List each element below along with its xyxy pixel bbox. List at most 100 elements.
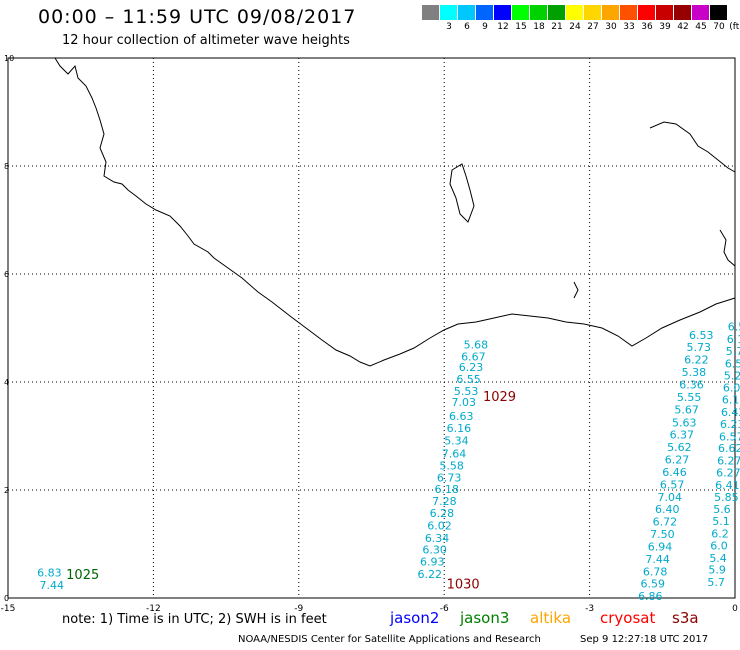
scale-swatch [458,5,475,20]
x-tick-label: 0 [732,604,738,614]
wave-height-value: 6.15 [722,394,740,407]
wave-height-value: 6.57 [660,478,685,491]
wave-height-value: 5.53 [454,385,479,398]
wave-height-value: 6.23 [459,361,484,374]
legend-cryosat: cryosat [600,609,656,627]
scale-swatch [566,5,583,20]
scale-label: 6 [464,22,470,32]
scale-swatch [548,5,565,20]
wave-height-value: 6.22 [418,568,443,581]
wave-height-value: 5.4 [709,552,727,565]
wave-height-value: 6.36 [679,378,704,391]
wave-height-value: 6.37 [670,429,695,442]
wave-height-value: 5.55 [677,391,702,404]
y-tick-label: 4 [4,378,9,387]
wave-height-value: 5.34 [444,435,469,448]
wave-height-value: 5.63 [672,416,697,429]
wave-height-value: 6.67 [461,350,486,363]
wave-height-value: 6.2 [711,528,729,541]
wave-height-value: 6.27 [717,455,740,468]
scale-label: 39 [659,22,671,32]
y-tick-label: 2 [4,486,9,495]
scale-label: 12 [497,22,509,32]
island-outline [449,163,475,223]
wave-height-value: 5.6 [713,503,731,516]
wave-height-value: 6.73 [437,471,462,484]
x-tick-label: -9 [294,604,303,614]
scale-swatch [656,5,673,20]
wave-height-value: 6.72 [653,516,678,529]
x-tick-label: -6 [440,604,449,614]
pressure-label: 1029 [483,390,516,405]
wave-height-value: 6.0 [710,539,728,552]
scale-swatch [620,5,637,20]
scale-swatch [638,5,655,20]
scale-label: 36 [641,22,653,32]
wave-height-value: 6.16 [447,422,472,435]
y-tick-label: 6 [4,270,9,279]
wave-height-value: 7.50 [650,528,675,541]
scale-label: 9 [482,22,488,32]
wave-height-value: 6.30 [422,544,447,557]
wave-height-value: 7.64 [442,448,467,461]
wave-height-value: 6.18 [435,483,460,496]
scale-label: 21 [551,22,563,32]
scale-swatch [440,5,457,20]
legend-altika: altika [530,609,572,627]
scale-label: 3 [446,22,452,32]
wave-height-value: 6.62 [718,442,740,455]
scale-swatch [584,5,601,20]
map-frame [7,57,736,599]
wave-height-value: 5.58 [439,459,464,472]
wave-height-value: 6.02 [427,519,452,532]
wave-height-value: 6.46 [662,466,687,479]
scale-swatch [530,5,547,20]
scale-label: 24 [569,22,581,32]
wave-height-value: 6.22 [684,354,709,367]
y-tick-label: 8 [4,162,9,171]
wave-height-value: 6.40 [655,503,680,516]
wave-height-value: 6.83 [37,566,62,579]
legend-s3a: s3a [672,609,699,627]
scale-label: 18 [533,22,545,32]
wave-height-value: 6.09 [723,382,740,395]
wave-height-value: 6.78 [643,565,668,578]
wave-height-value: 5.70 [726,345,740,358]
wave-height-value: 6.53 [689,329,714,342]
coastline-east [719,229,736,267]
wave-height-value: 5.38 [682,366,707,379]
wave-height-value: 5.85 [714,491,739,504]
map-title: 00:00 – 11:59 UTC 09/08/2017 [38,6,357,28]
wave-height-value: 6.55 [456,373,481,386]
wave-height-value: 5.1 [712,515,730,528]
wave-height-value: 7.44 [645,553,670,566]
wave-height-value: 6.41 [715,479,740,492]
coastline-northeast [649,121,736,173]
wave-height-value: 6.23 [720,418,740,431]
scale-swatch [494,5,511,20]
scale-label: 30 [605,22,617,32]
pressure-label: 1030 [447,577,480,592]
wave-height-value: 5.22 [724,369,740,382]
wave-height-value: 7.03 [451,396,476,409]
wave-height-value: 5.62 [667,441,692,454]
wave-height-value: 6.94 [648,540,673,553]
scale-label: 33 [623,22,635,32]
wave-height-value: 6.28 [430,507,455,520]
scale-swatch [692,5,709,20]
wave-height-value: 6.86 [638,590,663,603]
x-tick-label: -3 [585,604,594,614]
y-tick-label: 10 [4,54,14,63]
wave-height-value: 7.04 [657,491,682,504]
wave-height-value: 5.68 [464,339,489,352]
y-tick-label: 0 [4,594,9,603]
scale-swatch [674,5,691,20]
wave-height-value: 5.9 [708,564,726,577]
wave-height-value: 6.34 [425,532,450,545]
x-tick-label: -12 [146,604,161,614]
wave-height-value: 6.19 [727,333,740,346]
coastline [54,57,736,367]
wave-height-value: 6.63 [449,410,474,423]
scale-label: 42 [677,22,689,32]
legend-jason2: jason2 [390,609,440,627]
